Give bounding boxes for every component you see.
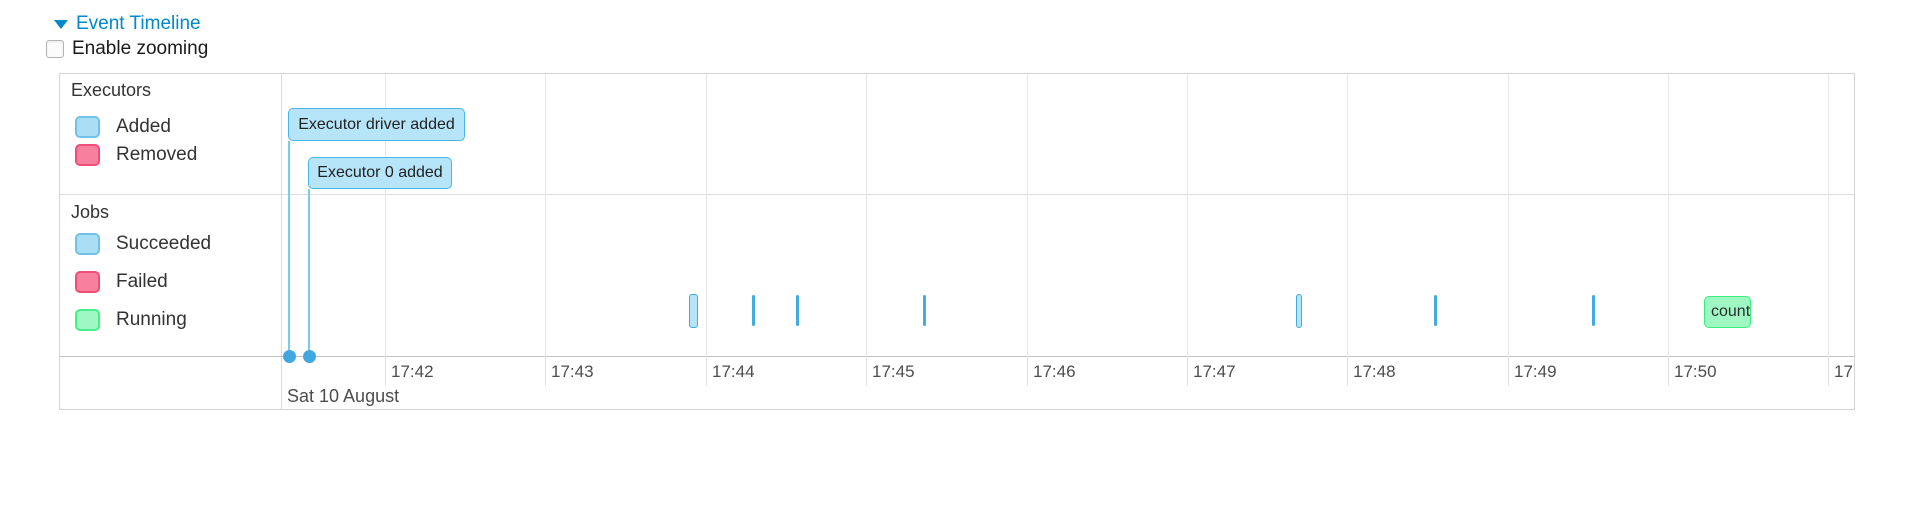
job-succeeded-item[interactable] [796,295,799,326]
axis-tick [866,356,867,386]
collapse-triangle-icon [54,19,68,29]
axis-minor-label: 17:45 [872,362,915,381]
axis-tick [1668,356,1669,386]
timeline-panel: Executors Added Removed Jobs Succeeded F… [59,73,1855,410]
axis-tick [706,356,707,386]
enable-zooming-label: Enable zooming [72,38,209,59]
axis-minor-label: 17:44 [712,362,755,381]
axis-minor-label: 17:49 [1514,362,1557,381]
axis-tick [1508,356,1509,386]
grid-line [1187,74,1188,356]
executor-event-item[interactable]: Executor driver added [288,108,465,141]
enable-zooming-control: Enable zooming [46,38,208,60]
legend-column-divider [281,74,282,409]
jobs-group-title: Jobs [71,202,110,222]
executor-removed-swatch [75,144,100,166]
axis-tick [545,356,546,386]
axis-tick [1187,356,1188,386]
axis-minor-label: 17:43 [551,362,594,381]
time-axis-line [60,356,1854,357]
axis-tick [1027,356,1028,386]
executor-added-label: Added [116,116,171,137]
grid-line [866,74,867,356]
axis-minor-label: 17:50 [1674,362,1717,381]
job-succeeded-item[interactable] [1296,294,1302,328]
job-running-swatch [75,309,100,331]
grid-line [1508,74,1509,356]
executor-event-stem [288,141,290,356]
axis-tick [385,356,386,386]
grid-line [706,74,707,356]
job-succeeded-item[interactable] [689,294,698,328]
executor-event-dot[interactable] [283,350,296,363]
job-running-item[interactable]: count [1704,296,1751,328]
job-succeeded-swatch [75,233,100,255]
event-timeline-title: Event Timeline [76,13,201,34]
grid-line [1828,74,1829,356]
job-succeeded-item[interactable] [752,295,755,326]
axis-major-label: Sat 10 August [287,386,400,406]
axis-minor-label: 17:51 [1834,362,1854,381]
event-timeline-toggle[interactable]: Event Timeline [54,13,201,35]
axis-tick [1828,356,1829,386]
enable-zooming-checkbox[interactable] [46,40,64,58]
grid-line [1347,74,1348,356]
axis-minor-label: 17:47 [1193,362,1236,381]
executors-group-title: Executors [71,80,152,100]
job-failed-label: Failed [116,271,168,292]
executor-removed-label: Removed [116,144,198,165]
grid-line [545,74,546,356]
job-failed-swatch [75,271,100,293]
grid-line [1027,74,1028,356]
job-succeeded-item[interactable] [1434,295,1437,326]
executor-event-dot[interactable] [303,350,316,363]
group-lane-divider [60,194,1854,195]
grid-line [385,74,386,356]
axis-minor-label: 17:46 [1033,362,1076,381]
axis-tick [1347,356,1348,386]
executor-added-swatch [75,116,100,138]
axis-minor-label: 17:48 [1353,362,1396,381]
axis-minor-label: 17:42 [391,362,434,381]
job-running-label: Running [116,309,187,330]
executor-event-stem [308,189,310,356]
job-succeeded-item[interactable] [1592,295,1595,326]
job-succeeded-label: Succeeded [116,233,212,254]
grid-line [1668,74,1669,356]
executor-event-item[interactable]: Executor 0 added [308,157,452,189]
job-succeeded-item[interactable] [923,295,926,326]
